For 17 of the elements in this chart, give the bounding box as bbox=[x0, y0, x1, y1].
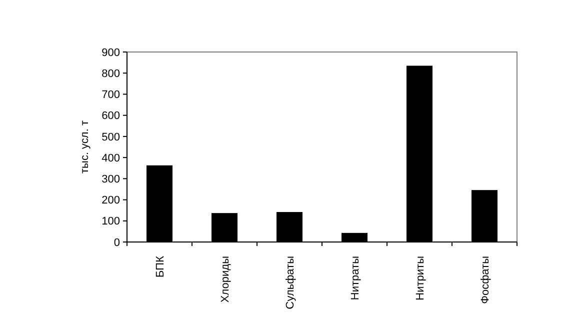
y-tick-label: 700 bbox=[102, 89, 120, 102]
x-tick-label: Сульфаты bbox=[284, 256, 296, 310]
y-axis-title: тыс. усл. т bbox=[79, 120, 91, 174]
x-tick-label: Фосфаты bbox=[479, 256, 492, 304]
y-tick-label: 600 bbox=[102, 110, 120, 122]
y-tick-label: 400 bbox=[102, 152, 120, 164]
y-tick-label: 300 bbox=[102, 174, 120, 186]
x-tick-label: Хлориды bbox=[219, 256, 232, 303]
y-tick-label: 900 bbox=[102, 46, 120, 59]
y-tick-label: 100 bbox=[102, 216, 120, 228]
y-tick-label: 500 bbox=[102, 131, 120, 144]
y-tick-label: 0 bbox=[114, 236, 120, 249]
y-tick-label: 200 bbox=[102, 194, 120, 207]
x-tick-label: Нитриты bbox=[414, 256, 426, 300]
y-tick-label: 800 bbox=[102, 68, 120, 80]
x-tick-label: БПК bbox=[154, 255, 166, 278]
x-tick-label: Нитраты bbox=[349, 256, 362, 300]
